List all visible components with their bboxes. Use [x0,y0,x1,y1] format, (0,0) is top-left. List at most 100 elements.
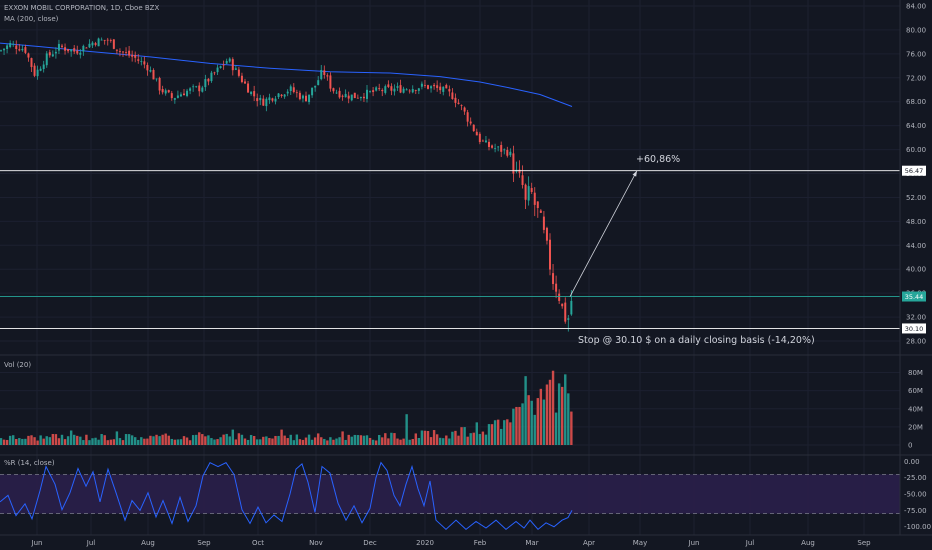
candle-body [6,45,9,50]
volume-bar [66,436,70,445]
volume-bar [213,439,216,445]
price-pane[interactable] [0,37,900,332]
volume-bar [551,370,555,445]
candle-body [97,38,100,47]
candle-body [259,97,262,101]
x-tick-label: 2020 [416,539,434,547]
volume-bar [365,435,369,445]
candle-body [521,175,524,185]
candle-body [298,92,301,100]
williams-r-tick-label: -75.00 [904,507,927,515]
volume-bar [42,438,45,445]
candle-body [152,69,155,80]
volume-bar [63,439,67,445]
candle-body [402,88,405,93]
price-tick-label: 52.00 [906,194,926,202]
volume-bar [2,439,6,445]
williams-r-pane[interactable] [0,461,900,531]
candle-body [18,49,21,51]
volume-bar [402,438,405,445]
volume-bar [179,439,183,445]
volume-bar [387,438,390,445]
candle-body [262,98,265,106]
volume-bar [518,406,521,445]
williams-r-legend[interactable]: %R (14, close) [4,459,55,467]
volume-bar [274,435,277,445]
candle-body [100,39,103,41]
volume-bar [463,427,466,445]
volume-bar [222,434,225,445]
candle-body [277,93,280,98]
candle-body [131,54,134,57]
volume-bar [564,374,567,445]
volume-bar [39,435,42,445]
stop-label[interactable]: Stop @ 30.10 $ on a daily closing basis … [578,335,815,346]
volume-bar [130,435,134,445]
volume-bar [176,439,180,445]
volume-bar [435,434,439,445]
candle-body [106,39,109,41]
williams-r-axis[interactable]: 0.00 -25.00 -50.00 -75.00 -100.00 [904,458,931,531]
candle-body [219,66,222,68]
volume-pane[interactable] [0,370,573,445]
candle-body [454,97,457,103]
target-percent-label[interactable]: +60,86% [636,154,680,165]
volume-bar [27,435,30,445]
volume-bar [496,419,500,445]
volume-legend[interactable]: Vol (20) [4,361,31,369]
volume-bar [265,436,268,445]
volume-bar [127,434,131,445]
volume-bar [271,438,274,445]
volume-bar [515,406,518,445]
candle-body [265,98,268,107]
volume-bar [539,388,543,445]
x-tick-label: Nov [309,539,323,547]
volume-bar [24,438,27,445]
candle-body [27,53,30,58]
volume-bar [277,435,280,445]
candle-body [423,84,426,86]
candle-body [518,169,521,173]
volume-bar [36,440,39,445]
candle-body [244,81,246,84]
candle-body [497,146,500,148]
candle-body [173,98,176,100]
volume-bar [301,439,305,445]
x-tick-label: Aug [801,539,815,547]
volume-bar [45,436,48,445]
volume-bar [195,434,198,445]
svg-text:35.44: 35.44 [905,293,924,301]
price-tick-label: 80.00 [906,26,926,34]
candle-body [73,48,76,52]
candle-body [234,68,237,70]
volume-axis[interactable]: 80M 60M 40M 20M 0 [908,369,923,449]
candle-body [213,72,216,74]
volume-bar [243,438,247,445]
candle-body [332,88,335,92]
candle-body [30,58,33,68]
x-tick-label: Aug [141,539,155,547]
volume-bar [503,420,506,445]
volume-bar [48,437,51,445]
volume-bar [344,439,347,445]
volume-bar [521,403,524,445]
volume-bar [506,419,509,445]
volume-bar [82,440,85,445]
volume-bar [512,408,515,445]
candle-body [24,47,27,53]
candle-body [67,49,70,52]
candle-body [448,89,451,92]
volume-tick-label: 80M [908,369,923,377]
volume-bar [234,439,238,445]
candle-body [82,45,85,52]
price-tick-label: 68.00 [906,98,926,106]
volume-bar [310,439,314,445]
ma-legend[interactable]: MA (200, close) [4,15,59,23]
candle-body [122,51,124,53]
target-arrow[interactable] [569,170,638,297]
candle-body [561,303,564,307]
target-price-tag: 56.47 [902,165,926,176]
candle-body [481,140,484,142]
candle-body [491,145,494,148]
